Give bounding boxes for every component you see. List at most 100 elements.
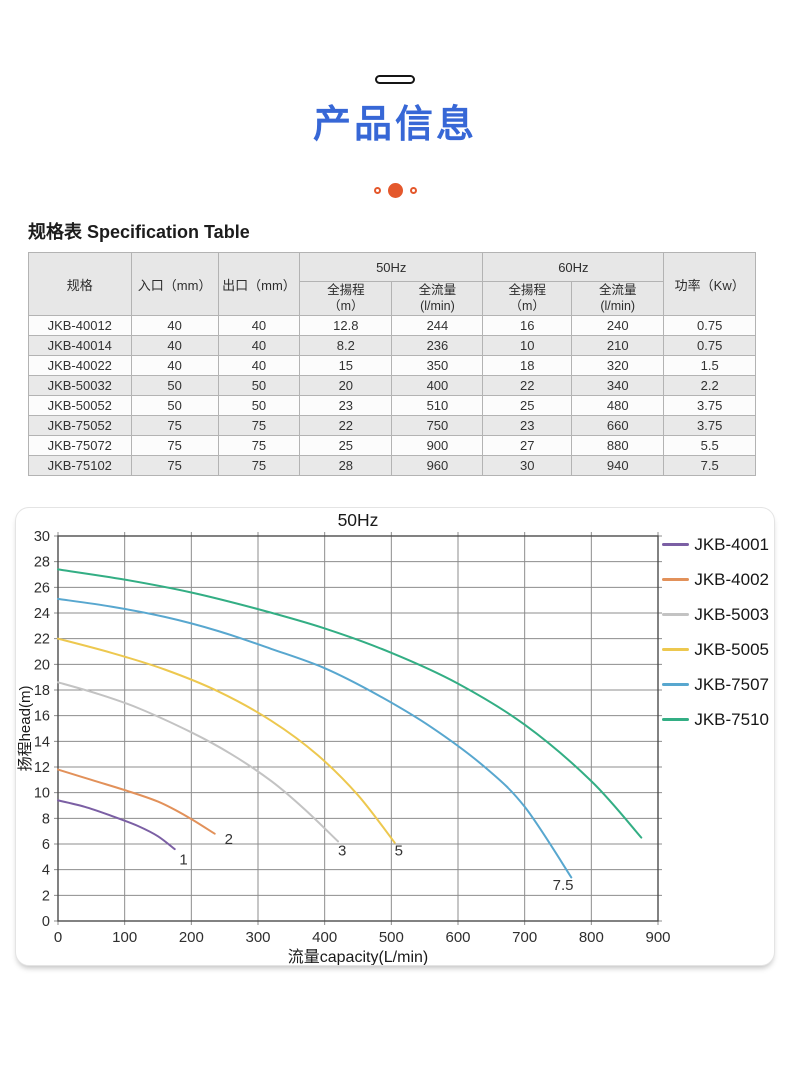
spec-cell: 25 [482,395,573,416]
col-header-model: 规格 [28,252,132,316]
plot-frame [57,535,659,922]
legend-label: JKB-5003 [694,604,769,624]
spec-row: JKB-40022 40 40 15 350 18 320 1.5 [28,355,756,376]
spec-cell: 23 [482,415,573,436]
spec-cell: 400 [391,375,484,396]
head-label: 全揚程 [508,282,546,297]
head-unit: （m） [328,298,364,313]
spec-cell: 8.2 [299,335,393,356]
y-tick-label: 16 [34,709,50,725]
spec-cell: 40 [217,335,301,356]
x-tick-label: 800 [579,929,604,946]
y-tick-label: 6 [42,837,50,853]
chart-title: 50Hz [338,510,379,530]
curve-JKB-5003 [57,681,339,843]
curve-JKB-7510 [57,568,643,839]
spec-cell: 75 [130,435,219,456]
y-tick-label: 12 [34,760,50,776]
spec-row: JKB-75102 75 75 28 960 30 940 7.5 [28,455,756,476]
spec-cell: 28 [299,455,393,476]
spec-cell: 50 [130,375,219,396]
x-tick-label: 300 [245,929,270,946]
spec-cell: 50 [130,395,219,416]
y-tick-label: 20 [34,657,50,673]
carousel-dot[interactable] [409,186,417,194]
spec-row: JKB-40012 40 40 12.8 244 16 240 0.75 [28,315,756,336]
spec-cell: 22 [482,375,573,396]
page-title: 产品信息 [312,104,477,146]
x-tick-label: 500 [379,929,404,946]
spec-cell: 40 [130,315,219,336]
spec-cell: 30 [482,455,573,476]
spec-cell: 960 [391,455,484,476]
spec-cell: 350 [391,355,484,376]
spec-cell: 27 [482,435,573,456]
col-header-flow-50: 全流量 (l/min) [391,281,484,316]
spec-cell: 50 [217,375,301,396]
curve-end-label: 5 [395,843,403,860]
curve-end-label: 7.5 [553,877,574,894]
spec-cell: 750 [391,415,484,436]
spec-table-title: 规格表 Specification Table [28,222,250,242]
spec-cell: JKB-40022 [28,355,132,376]
y-tick-label: 14 [34,734,50,750]
spec-row: JKB-75072 75 75 25 900 27 880 5.5 [28,435,756,456]
legend-item: JKB-4001 [662,534,769,555]
legend-item: JKB-7510 [662,709,769,730]
flow-unit: (l/min) [600,298,636,313]
spec-cell: 18 [482,355,573,376]
spec-cell: 244 [391,315,484,336]
head-unit: （m） [509,298,545,313]
col-header-outlet: 出口（mm） [217,252,301,316]
carousel-dot-active[interactable] [387,182,403,198]
x-tick-label: 100 [112,929,137,946]
legend-swatch [662,543,690,546]
legend-item: JKB-5003 [662,604,769,625]
spec-cell: 75 [217,435,301,456]
spec-cell: 25 [299,435,393,456]
spec-row: JKB-40014 40 40 8.2 236 10 210 0.75 [28,335,756,356]
y-tick-label: 8 [42,811,50,827]
col-group-60hz: 60Hz [482,252,665,282]
col-header-flow-60: 全流量 (l/min) [571,281,665,316]
flow-unit: (l/min) [420,298,455,313]
legend-label: JKB-7510 [694,709,769,729]
spec-cell: 12.8 [299,315,393,336]
y-tick-label: 10 [34,786,50,802]
x-tick-label: 0 [54,929,62,946]
carousel-dot[interactable] [373,186,381,194]
spec-row: JKB-50032 50 50 20 400 22 340 2.2 [28,375,756,396]
spec-cell: 480 [571,395,665,416]
spec-table-head: 规格 入口（mm） 出口（mm） 50Hz 60Hz 功率（Kw） 全揚程 （m… [28,252,756,316]
spec-cell: 210 [571,335,665,356]
spec-cell: 7.5 [663,455,756,476]
spec-table: 规格 入口（mm） 出口（mm） 50Hz 60Hz 功率（Kw） 全揚程 （m… [28,252,756,476]
curve-JKB-7507 [57,597,573,879]
chart-legend: JKB-4001 JKB-4002 JKB-5003 JKB-5005 JKB-7507… [662,534,769,730]
spec-cell: 23 [299,395,393,416]
spec-cell: 50 [217,395,301,416]
legend-swatch [662,578,690,581]
y-tick-label: 30 [34,529,50,545]
legend-swatch [662,648,690,651]
spec-cell: 75 [130,415,219,436]
y-tick-label: 0 [42,914,50,930]
spec-cell: JKB-75102 [28,455,132,476]
legend-item: JKB-5005 [662,639,769,660]
spec-row: JKB-75052 75 75 22 750 23 660 3.75 [28,415,756,436]
legend-label: JKB-7507 [694,674,769,694]
y-tick-label: 26 [34,580,50,596]
x-tick-label: 900 [645,929,670,946]
x-tick-label: 400 [312,929,337,946]
spec-cell: 40 [217,355,301,376]
pump-curve-svg: 0 100 200 300 400 500 600 700 800 900024681012141… [17,510,671,965]
col-header-power: 功率（Kw） [663,252,756,316]
spec-cell: 900 [391,435,484,456]
spec-row: JKB-50052 50 50 23 510 25 480 3.75 [28,395,756,416]
spec-cell: 3.75 [663,395,756,416]
spec-cell: 15 [299,355,393,376]
spec-cell: 510 [391,395,484,416]
curve-end-label: 2 [225,831,233,848]
spec-cell: JKB-75072 [28,435,132,456]
spec-cell: 2.2 [663,375,756,396]
